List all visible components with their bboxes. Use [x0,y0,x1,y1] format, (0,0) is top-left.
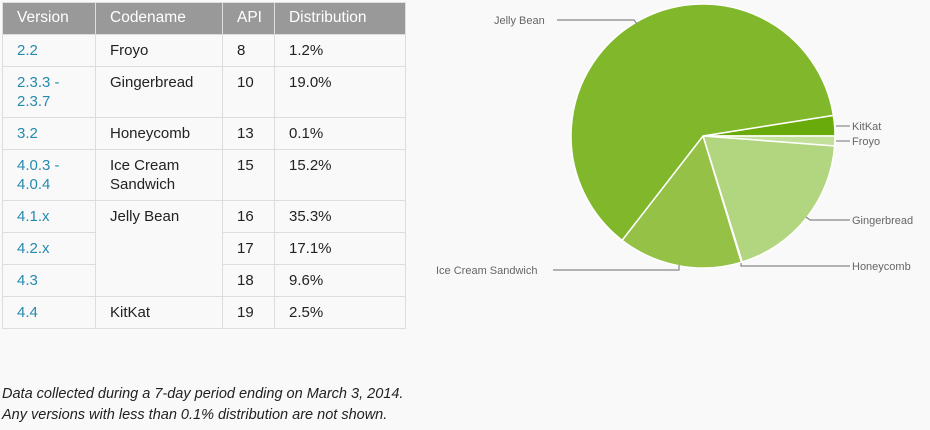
codename-cell: KitKat [95,296,223,329]
api-cell: 8 [222,34,275,67]
leader-ice-cream-sandwich [553,265,680,271]
label-honeycomb: Honeycomb [852,261,911,273]
distribution-cell: 1.2% [273,34,407,67]
codename-cell: Honeycomb [95,117,223,150]
version-link[interactable]: 4.4 [2,296,96,329]
table-row: 3.2 Honeycomb 13 0.1% [2,117,407,150]
label-kitkat: KitKat [852,121,881,133]
codename-cell: Gingerbread [95,66,223,118]
footnote-line-2: Any versions with less than 0.1% distrib… [2,407,388,423]
version-link[interactable]: 3.2 [2,117,96,150]
table-row: 4.3 18 9.6% [2,264,407,297]
distribution-cell: 35.3% [273,200,407,233]
label-ice-cream-sandwich: Ice Cream Sandwich [436,265,538,277]
label-froyo: Froyo [852,136,880,148]
distribution-cell: 15.2% [273,149,407,201]
label-jelly-bean: Jelly Bean [494,15,545,27]
codename-cell: Jelly Bean [95,200,223,297]
table-row: 4.2.x 17 17.1% [2,232,407,265]
distribution-cell: 17.1% [273,232,407,265]
api-cell: 19 [222,296,275,329]
distribution-table: Version Codename API Distribution 2.2 Fr… [2,2,407,329]
footnote-line-1: Data collected during a 7-day period end… [2,386,404,402]
leader-lines [553,19,850,271]
api-cell: 18 [222,264,275,297]
api-cell: 16 [222,200,275,233]
header-version: Version [2,2,96,35]
leader-gingerbread [805,216,850,221]
codename-cell: Ice Cream Sandwich [95,149,223,201]
leader-honeycomb [740,263,850,267]
footnote: Data collected during a 7-day period end… [2,384,403,426]
api-cell: 13 [222,117,275,150]
table-row: 4.0.3 - 4.0.4 Ice Cream Sandwich 15 15.2… [2,149,407,201]
distribution-cell: 2.5% [273,296,407,329]
distribution-cell: 0.1% [273,117,407,150]
leader-jelly-bean [557,19,638,25]
version-link[interactable]: 2.2 [2,34,96,67]
header-distribution: Distribution [273,2,407,35]
label-gingerbread: Gingerbread [852,215,913,227]
pie-slices [570,3,836,269]
table-row: 2.2 Froyo 8 1.2% [2,34,407,67]
table-row: 4.1.x Jelly Bean 16 35.3% [2,200,407,297]
api-cell: 10 [222,66,275,118]
codename-cell: Froyo [95,34,223,67]
header-codename: Codename [95,2,223,35]
table-row: 4.4 KitKat 19 2.5% [2,296,407,329]
pie-slice-gingerbread [701,135,836,263]
version-link[interactable]: 4.2.x [2,232,96,265]
table-header-row: Version Codename API Distribution [2,2,407,35]
